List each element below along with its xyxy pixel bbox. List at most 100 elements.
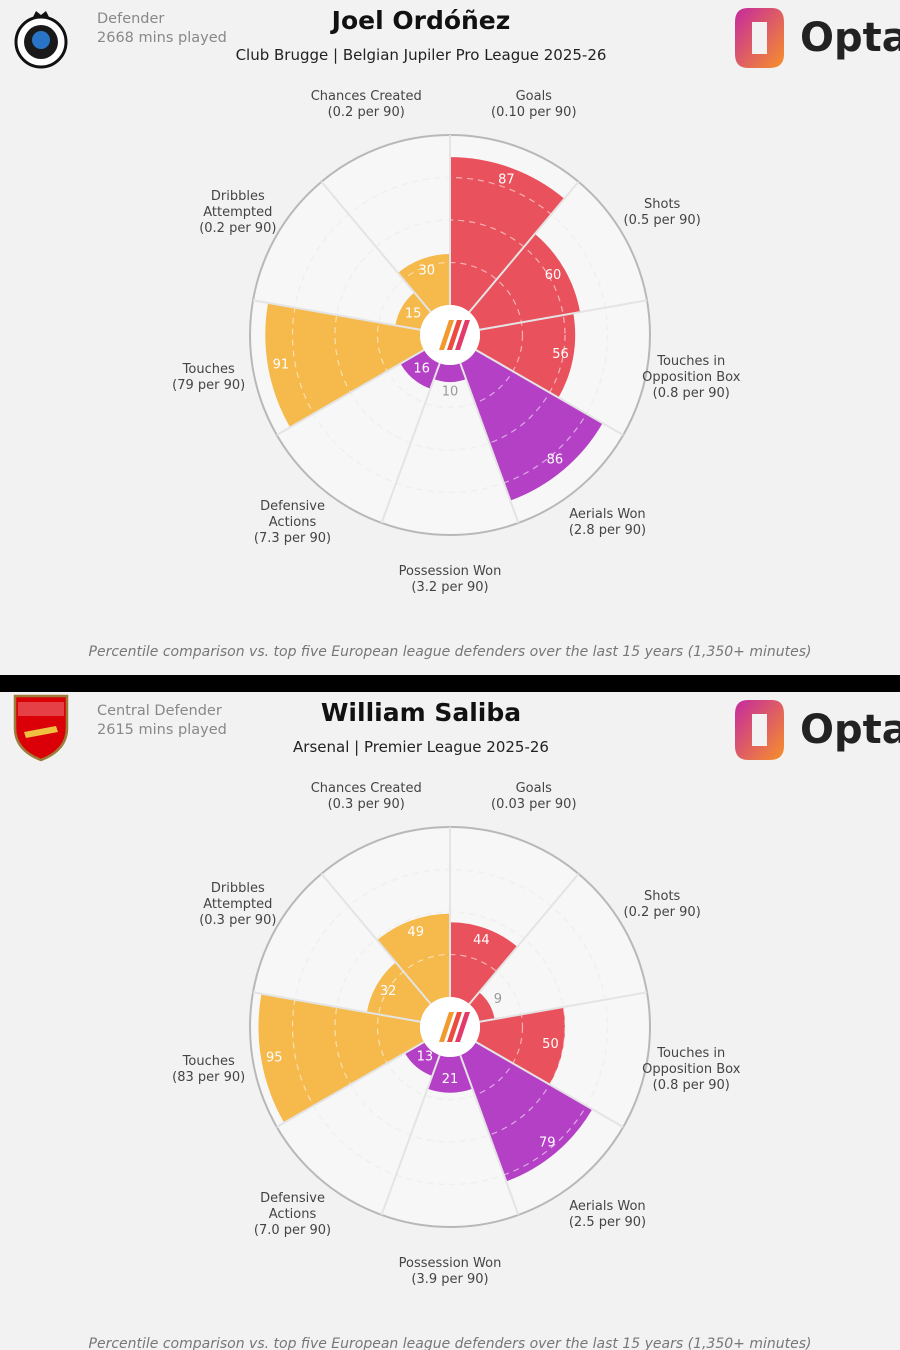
category-name: Chances Created bbox=[310, 88, 422, 104]
category-name: Touches in Opposition Box bbox=[642, 353, 741, 385]
value-label: 44 bbox=[473, 933, 490, 948]
value-label: 49 bbox=[407, 925, 424, 940]
player-position: Defender bbox=[97, 11, 165, 27]
category-label: Defensive Actions (7.3 per 90) bbox=[218, 499, 368, 547]
category-per90: (0.03 per 90) bbox=[491, 796, 577, 812]
category-name: Shots bbox=[644, 196, 681, 212]
value-label: 16 bbox=[413, 361, 430, 376]
value-label: 79 bbox=[539, 1135, 556, 1150]
center-logo bbox=[455, 1012, 470, 1042]
category-per90: (7.3 per 90) bbox=[253, 530, 332, 546]
brand-mark bbox=[735, 8, 784, 68]
pizza-slice bbox=[450, 157, 565, 313]
center-logo bbox=[447, 1012, 462, 1042]
category-name: Goals bbox=[515, 780, 552, 796]
chart-panel: Opta 87 60 56 86 10 16 91 15 30 Joel Ordóñez Club B… bbox=[0, 0, 900, 675]
chart: Opta 87 60 56 86 10 16 91 15 30 bbox=[14, 8, 900, 536]
category-name: Chances Created bbox=[310, 780, 422, 796]
player-title: William Saliba bbox=[320, 698, 522, 727]
category-per90: (3.2 per 90) bbox=[411, 580, 489, 595]
center-logo bbox=[439, 1012, 454, 1042]
pizza-slice bbox=[475, 313, 576, 398]
value-label: 13 bbox=[417, 1049, 434, 1064]
player-position: Central Defender bbox=[97, 703, 222, 719]
category-name: Defensive Actions bbox=[260, 1190, 325, 1222]
category-name: Shots bbox=[644, 888, 681, 904]
category-label: Possession Won (3.2 per 90) bbox=[375, 564, 525, 596]
category-name: Touches bbox=[182, 1053, 235, 1069]
category-name: Aerials Won bbox=[569, 1198, 646, 1214]
club-badge-cannon bbox=[24, 726, 58, 738]
category-name: Dribbles Attempted bbox=[203, 880, 273, 912]
category-label: Dribbles Attempted (0.2 per 90) bbox=[163, 189, 313, 237]
value-label: 10 bbox=[442, 385, 459, 400]
spoke bbox=[276, 349, 425, 436]
category-label: Touches in Opposition Box (0.8 per 90) bbox=[616, 354, 766, 402]
value-label: 32 bbox=[380, 984, 397, 999]
chart-panel: Opta 44 9 50 79 21 13 95 32 49 William Saliba Arsen… bbox=[0, 692, 900, 1350]
pizza-slice bbox=[404, 1042, 440, 1076]
pizza-slice bbox=[400, 350, 440, 389]
value-label: 21 bbox=[442, 1072, 459, 1087]
spoke bbox=[252, 991, 421, 1023]
category-name: Goals bbox=[515, 88, 552, 104]
club-badge-center bbox=[32, 31, 50, 49]
pizza-slice bbox=[469, 992, 495, 1022]
pizza-slice bbox=[397, 254, 450, 313]
pizza-slice bbox=[366, 962, 431, 1022]
category-name: Aerials Won bbox=[569, 506, 646, 522]
category-label: Touches (79 per 90) bbox=[134, 362, 284, 394]
spoke bbox=[468, 181, 580, 313]
spoke bbox=[475, 1041, 624, 1128]
player-minutes: 2615 mins played bbox=[97, 722, 227, 738]
category-per90: (83 per 90) bbox=[172, 1069, 246, 1085]
category-per90: (0.3 per 90) bbox=[199, 912, 277, 928]
category-per90: (79 per 90) bbox=[172, 377, 246, 393]
player-subtitle: Arsenal | Premier League 2025-26 bbox=[293, 738, 549, 756]
brand-name: Opta bbox=[800, 707, 900, 753]
category-name: Dribbles Attempted bbox=[203, 188, 273, 220]
player-title: Joel Ordóñez bbox=[331, 6, 511, 35]
value-label: 87 bbox=[498, 173, 515, 188]
category-name: Touches bbox=[182, 361, 235, 377]
category-name: Possession Won bbox=[398, 1256, 502, 1271]
spoke bbox=[475, 349, 624, 436]
spoke bbox=[468, 873, 580, 1005]
category-name: Possession Won bbox=[398, 564, 502, 579]
category-name: Touches in Opposition Box bbox=[642, 1045, 741, 1077]
pizza-slice bbox=[460, 350, 603, 501]
category-per90: (0.8 per 90) bbox=[652, 385, 730, 401]
center-logo bbox=[447, 320, 462, 350]
center-logo bbox=[439, 320, 454, 350]
category-label: Touches in Opposition Box (0.8 per 90) bbox=[616, 1046, 766, 1094]
category-label: Touches (83 per 90) bbox=[134, 1054, 284, 1086]
value-label: 15 bbox=[405, 306, 422, 321]
spoke bbox=[459, 1054, 520, 1216]
category-label: Aerials Won (2.5 per 90) bbox=[532, 1199, 682, 1231]
value-label: 60 bbox=[545, 268, 562, 283]
spoke bbox=[479, 299, 648, 331]
spoke bbox=[380, 362, 441, 524]
pizza-slice bbox=[475, 1007, 565, 1085]
category-per90: (3.9 per 90) bbox=[411, 1272, 489, 1287]
category-name: Defensive Actions bbox=[260, 498, 325, 530]
center-logo bbox=[455, 320, 470, 350]
club-badge-band bbox=[18, 702, 64, 716]
player-minutes: 2668 mins played bbox=[97, 30, 227, 46]
player-subtitle: Club Brugge | Belgian Jupiler Pro League… bbox=[235, 46, 607, 64]
spoke bbox=[276, 1041, 425, 1128]
category-label: Shots (0.5 per 90) bbox=[587, 197, 737, 229]
category-per90: (7.0 per 90) bbox=[253, 1222, 332, 1238]
brand-name: Opta bbox=[800, 15, 900, 61]
category-label: Aerials Won (2.8 per 90) bbox=[532, 507, 682, 539]
center-disc bbox=[420, 305, 480, 365]
spoke bbox=[252, 299, 421, 331]
category-per90: (2.5 per 90) bbox=[568, 1214, 647, 1230]
value-label: 95 bbox=[266, 1050, 283, 1065]
category-label: Goals (0.03 per 90) bbox=[459, 781, 609, 813]
spoke bbox=[479, 991, 648, 1023]
spoke bbox=[320, 873, 432, 1005]
pizza-slice bbox=[433, 363, 467, 382]
category-label: Goals (0.10 per 90) bbox=[459, 89, 609, 121]
